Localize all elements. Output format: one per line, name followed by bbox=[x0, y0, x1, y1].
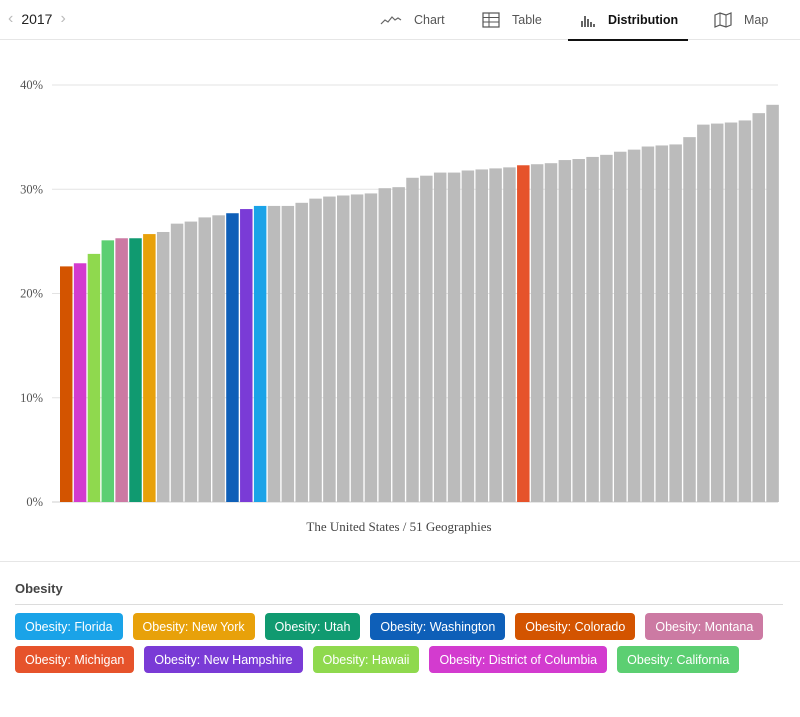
y-tick-label: 30% bbox=[20, 182, 43, 196]
highlighted-bar[interactable] bbox=[240, 209, 253, 502]
legend-chip[interactable]: Obesity: Washington bbox=[370, 613, 506, 640]
tab-table[interactable]: Table bbox=[470, 0, 568, 40]
bar[interactable] bbox=[683, 137, 696, 503]
legend-chip[interactable]: Obesity: Colorado bbox=[515, 613, 636, 640]
legend-title: Obesity bbox=[15, 581, 63, 596]
highlighted-bar[interactable] bbox=[226, 213, 239, 503]
bar[interactable] bbox=[710, 123, 724, 502]
distribution-chart: 0% 10% 20% 30% 40% The United States / 51 Geo… bbox=[0, 60, 800, 540]
highlighted-bar[interactable] bbox=[115, 238, 128, 502]
bar[interactable] bbox=[406, 177, 419, 502]
legend-chip[interactable]: Obesity: New Hampshire bbox=[144, 646, 303, 673]
bar[interactable] bbox=[461, 170, 475, 502]
bar[interactable] bbox=[697, 124, 710, 503]
bar[interactable] bbox=[378, 188, 392, 502]
chevron-right-icon[interactable]: › bbox=[60, 10, 66, 27]
legend-chip[interactable]: Obesity: New York bbox=[132, 613, 255, 640]
y-tick-label: 20% bbox=[20, 287, 43, 301]
bar[interactable] bbox=[267, 205, 281, 502]
year-selector: ‹ 2017 › bbox=[8, 9, 66, 29]
y-tick-label: 10% bbox=[20, 391, 43, 405]
tab-distribution-label: Distribution bbox=[608, 13, 679, 27]
bar[interactable] bbox=[184, 221, 198, 502]
bar[interactable] bbox=[364, 193, 378, 503]
bar[interactable] bbox=[614, 151, 627, 502]
bar[interactable] bbox=[337, 195, 350, 503]
highlighted-bar[interactable] bbox=[517, 165, 530, 502]
bar[interactable] bbox=[198, 217, 212, 502]
bar[interactable] bbox=[323, 196, 336, 503]
bar[interactable] bbox=[530, 164, 544, 502]
bar[interactable] bbox=[572, 159, 585, 502]
chevron-left-icon[interactable]: ‹ bbox=[8, 10, 14, 27]
bar[interactable] bbox=[752, 113, 766, 503]
y-tick-label: 0% bbox=[26, 495, 43, 509]
legend-chip[interactable]: Obesity: California bbox=[617, 646, 740, 673]
highlighted-bar[interactable] bbox=[143, 234, 156, 502]
legend-chip[interactable]: Obesity: Utah bbox=[264, 613, 361, 640]
highlighted-bar[interactable] bbox=[73, 263, 87, 502]
bar[interactable] bbox=[475, 169, 489, 502]
bar[interactable] bbox=[212, 215, 225, 502]
bar[interactable] bbox=[724, 122, 738, 502]
distribution-icon bbox=[581, 16, 595, 27]
bar[interactable] bbox=[295, 202, 308, 503]
tab-map[interactable]: Map bbox=[688, 0, 798, 40]
line-chart-icon bbox=[380, 16, 402, 25]
bar[interactable] bbox=[738, 120, 752, 502]
bar[interactable] bbox=[503, 167, 516, 503]
bar[interactable] bbox=[544, 163, 558, 502]
top-bar: ‹ 2017 › Chart Table Distribution Map bbox=[0, 0, 800, 41]
highlighted-bar[interactable] bbox=[129, 238, 142, 502]
table-icon bbox=[482, 12, 500, 28]
bar[interactable] bbox=[420, 175, 433, 502]
chart-svg: 0% 10% 20% 30% 40% The United States / 51 Geo… bbox=[20, 78, 779, 534]
y-tick-label: 40% bbox=[20, 78, 43, 92]
bar[interactable] bbox=[586, 156, 599, 502]
bar[interactable] bbox=[641, 146, 655, 502]
tab-chart-label: Chart bbox=[414, 13, 445, 27]
x-axis-label: The United States / 51 Geographies bbox=[306, 519, 491, 534]
year-label[interactable]: 2017 bbox=[21, 11, 53, 27]
legend-chip[interactable]: Obesity: Hawaii bbox=[312, 646, 420, 673]
bar[interactable] bbox=[350, 194, 364, 502]
legend-chips: Obesity: Florida Obesity: New York Obesity… bbox=[15, 613, 785, 673]
bar[interactable] bbox=[627, 149, 641, 502]
bar[interactable] bbox=[156, 231, 170, 503]
bar[interactable] bbox=[170, 223, 184, 502]
bar[interactable] bbox=[558, 160, 572, 502]
tab-distribution[interactable]: Distribution bbox=[568, 0, 688, 41]
bar[interactable] bbox=[281, 205, 295, 502]
legend-chip[interactable]: Obesity: Florida bbox=[15, 613, 123, 640]
bar[interactable] bbox=[309, 198, 322, 502]
tab-map-label: Map bbox=[744, 13, 769, 27]
highlighted-bar[interactable] bbox=[101, 240, 115, 502]
bar[interactable] bbox=[669, 144, 682, 503]
bar[interactable] bbox=[600, 154, 613, 502]
bar[interactable] bbox=[489, 168, 502, 502]
bar[interactable] bbox=[655, 145, 669, 502]
bar[interactable] bbox=[433, 172, 447, 502]
section-divider bbox=[0, 561, 800, 562]
tab-chart[interactable]: Chart bbox=[370, 0, 470, 40]
tab-table-label: Table bbox=[512, 13, 542, 27]
legend-rule bbox=[15, 604, 783, 605]
view-tabs: Chart Table Distribution Map bbox=[370, 0, 798, 41]
legend-chip[interactable]: Obesity: District of Columbia bbox=[429, 646, 608, 673]
map-icon bbox=[714, 12, 732, 28]
bar[interactable] bbox=[392, 187, 405, 503]
legend-chip[interactable]: Obesity: Michigan bbox=[15, 646, 135, 673]
highlighted-bar[interactable] bbox=[253, 205, 267, 502]
legend-chip[interactable]: Obesity: Montana bbox=[645, 613, 764, 640]
highlighted-bar[interactable] bbox=[60, 266, 73, 502]
bar[interactable] bbox=[766, 104, 779, 502]
bar[interactable] bbox=[447, 172, 461, 502]
highlighted-bar[interactable] bbox=[87, 253, 101, 502]
